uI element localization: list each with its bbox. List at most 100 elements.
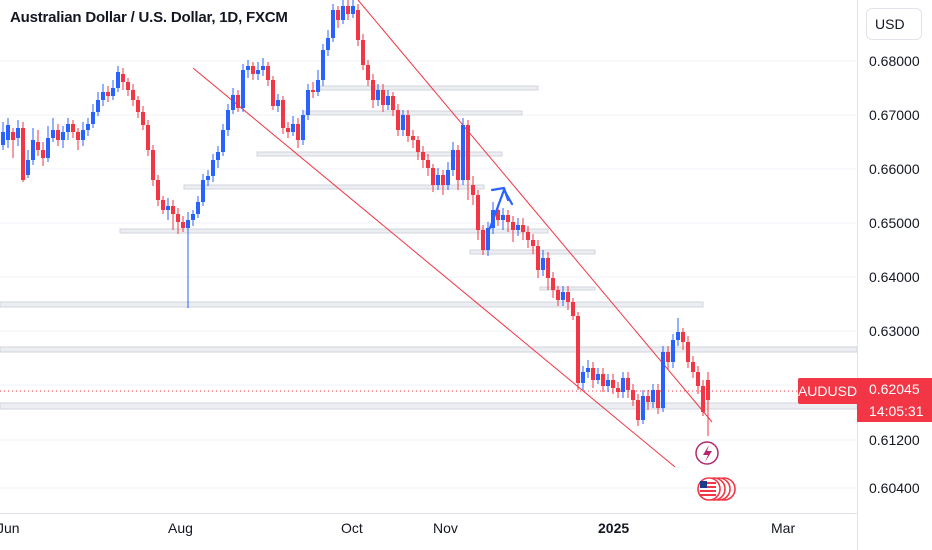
bullish-candle [206, 176, 210, 180]
bearish-candle [511, 222, 515, 230]
price-tick-label: 0.64000 [869, 269, 920, 285]
bearish-candle [121, 74, 125, 82]
support-resistance-zone [319, 85, 539, 91]
price-tick-label: 0.61200 [869, 432, 920, 448]
bearish-candle [236, 95, 240, 108]
bearish-candle [466, 125, 470, 180]
bar-countdown-label: 14:05:31 [857, 400, 932, 422]
bullish-candle [101, 92, 105, 100]
bullish-candle [246, 66, 250, 70]
bearish-candle [681, 332, 685, 342]
bullish-candle [661, 352, 665, 408]
bullish-candle [226, 110, 230, 130]
bearish-candle [551, 278, 555, 290]
bullish-candle [186, 220, 190, 228]
bullish-candle [376, 90, 380, 100]
bullish-candle [301, 115, 305, 140]
bullish-candle [596, 374, 600, 380]
support-resistance-zone [0, 402, 858, 410]
bearish-candle [286, 128, 290, 132]
chart-title: Australian Dollar / U.S. Dollar, 1D, FXC… [10, 9, 288, 26]
bearish-candle [346, 6, 350, 14]
bullish-candle [486, 228, 490, 250]
bullish-candle [116, 72, 120, 88]
bullish-candle [91, 112, 95, 124]
bearish-candle [381, 90, 385, 105]
bearish-candle [411, 136, 415, 140]
bullish-candle [316, 80, 320, 92]
price-axis-separator [857, 0, 858, 550]
bearish-candle [441, 175, 445, 185]
time-tick-label: 2025 [598, 520, 630, 536]
bullish-candle [561, 292, 565, 300]
bullish-candle [86, 124, 90, 130]
bearish-candle [696, 372, 700, 386]
bearish-candle [146, 125, 150, 150]
bullish-candle [436, 175, 440, 185]
bearish-candle [176, 214, 180, 222]
bullish-candle [581, 372, 585, 383]
bearish-candle [601, 374, 605, 386]
bearish-candle [76, 132, 80, 140]
bearish-candle [566, 292, 570, 302]
bullish-candle [96, 100, 100, 112]
bullish-candle [191, 214, 195, 220]
bearish-candle [626, 378, 630, 390]
bearish-candle [266, 66, 270, 80]
us-flag-stripe [700, 494, 716, 496]
bearish-candle [361, 40, 365, 65]
bullish-candle [111, 88, 115, 96]
bearish-candle [161, 200, 165, 210]
price-tick-label: 0.66000 [869, 161, 920, 177]
bullish-candle [501, 215, 505, 220]
bearish-candle [36, 142, 40, 150]
bearish-candle [21, 128, 25, 180]
bearish-candle [481, 230, 485, 250]
bullish-candle [211, 160, 215, 176]
price-tick-label: 0.63000 [869, 323, 920, 339]
bullish-candle [261, 66, 265, 70]
bullish-candle [461, 125, 465, 180]
bullish-candle [621, 378, 625, 392]
us-flag-canton [700, 481, 707, 488]
bearish-candle [106, 92, 110, 96]
bearish-candle [456, 150, 460, 180]
bullish-candle [66, 124, 70, 132]
bearish-candle [126, 82, 130, 90]
bearish-candle [396, 110, 400, 130]
bullish-candle [446, 170, 450, 185]
currency-button[interactable]: USD [866, 8, 922, 40]
lower-trendline [192, 67, 676, 468]
bearish-candle [576, 316, 580, 383]
support-resistance-zone [256, 151, 503, 157]
bearish-candle [631, 390, 635, 400]
bearish-candle [151, 150, 155, 180]
bearish-candle [616, 388, 620, 392]
bullish-candle [1, 132, 5, 145]
bullish-candle [341, 6, 345, 20]
bearish-candle [526, 232, 530, 240]
bearish-candle [546, 258, 550, 278]
bullish-candle [6, 125, 10, 140]
bullish-candle [401, 115, 405, 130]
bearish-candle [506, 215, 510, 222]
bearish-candle [521, 225, 525, 232]
bullish-candle [276, 100, 280, 106]
bullish-candle [676, 332, 680, 340]
bearish-candle [181, 222, 185, 228]
bearish-candle [56, 130, 60, 140]
bullish-candle [291, 124, 295, 132]
bullish-candle [671, 340, 675, 362]
bullish-candle [321, 50, 325, 80]
bearish-candle [426, 160, 430, 168]
upper-trendline [357, 0, 713, 423]
bullish-candle [451, 150, 455, 170]
bearish-candle [591, 368, 595, 380]
time-axis-separator [0, 513, 857, 514]
support-resistance-zone [183, 184, 485, 190]
bullish-candle [196, 202, 200, 214]
bearish-candle [281, 100, 285, 128]
time-tick-label: Jun [0, 520, 20, 536]
